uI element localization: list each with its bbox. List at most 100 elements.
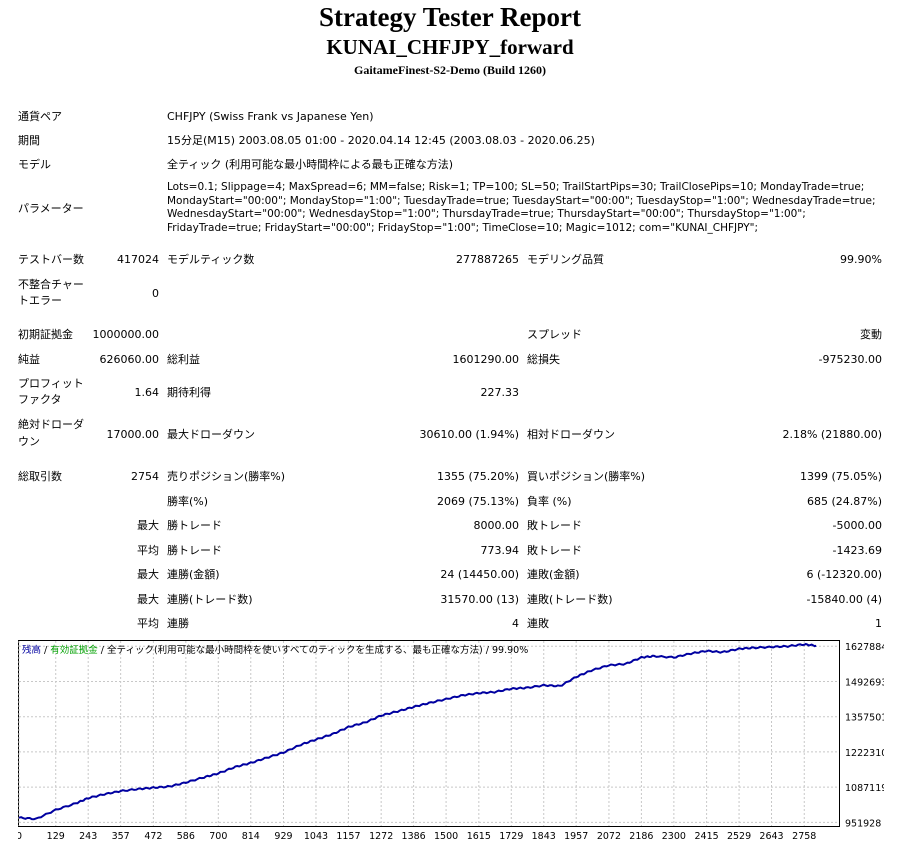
period-label: 期間 <box>18 134 40 147</box>
y-axis-ticks: 951928 1087119 1222310 1357501 1492693 162788… <box>845 642 887 829</box>
balance-chart: 0 129 243 357 472 586 700 814 929 1043 1157 1272 138… <box>16 640 887 854</box>
y-tick-label: 1492693 <box>845 677 884 688</box>
x-tick-label: 357 <box>112 831 130 842</box>
balance-chart-svg: 0 129 243 357 472 586 700 814 929 1043 1157 1272 138… <box>16 640 887 842</box>
x-tick-label: 2643 <box>759 831 783 842</box>
net-profit-value: 626060.00 <box>99 353 160 366</box>
legend-equity: 有効証拠金 <box>50 644 98 656</box>
bars-value: 417024 <box>117 253 159 266</box>
largest-profit-label: 勝トレード <box>167 519 222 532</box>
x-tick-label: 2758 <box>792 831 816 842</box>
net-profit-label: 純益 <box>18 353 40 366</box>
deposit-value: 1000000.00 <box>92 328 159 341</box>
mismatch-label-line1: 不整合チャー <box>18 278 84 291</box>
profit-factor-label-line2: ファクタ <box>18 393 62 406</box>
server-build: GaitameFinest-S2-Demo (Build 1260) <box>354 63 546 77</box>
expected-payoff-label: 期待利得 <box>167 386 211 399</box>
abs-drawdown-value: 17000.00 <box>106 428 160 441</box>
x-tick-label: 1843 <box>532 831 556 842</box>
model-value: 全ティック (利用可能な最小時間枠による最も正確な方法) <box>167 158 454 171</box>
max-consec-profit-label: 連勝(トレード数) <box>167 593 253 606</box>
grid-lines <box>18 641 839 826</box>
x-tick-label: 1500 <box>434 831 458 842</box>
avg-label-1: 平均 <box>137 544 159 557</box>
avg-consec-wins-label: 連勝 <box>167 617 189 630</box>
avg-loss-value: -1423.69 <box>832 544 882 557</box>
abs-drawdown-label-line1: 絶対ドローダ <box>18 418 84 431</box>
avg-profit-value: 773.94 <box>480 544 520 557</box>
quality-value: 99.90% <box>840 253 882 266</box>
long-positions-label: 買いポジション(勝率%) <box>527 470 646 483</box>
mismatch-label-line2: トエラー <box>18 294 62 307</box>
max-consec-profit-value: 31570.00 (13) <box>440 593 519 606</box>
largest-profit-value: 8000.00 <box>473 519 520 532</box>
quality-label: モデリング品質 <box>527 253 604 266</box>
short-positions-value: 1355 (75.20%) <box>436 470 519 483</box>
x-tick-label: 814 <box>242 831 260 842</box>
profit-factor-value: 1.64 <box>134 386 160 399</box>
spread-value: 変動 <box>860 328 882 341</box>
x-tick-label: 0 <box>18 831 22 842</box>
max-consec-loss-value: -15840.00 (4) <box>806 593 882 606</box>
y-tick-label: 1087119 <box>845 783 884 794</box>
avg-consec-wins-value: 4 <box>512 617 519 630</box>
symbol-value: CHFJPY (Swiss Frank vs Japanese Yen) <box>167 110 374 123</box>
legend-balance: 残高 <box>22 644 41 656</box>
x-tick-label: 2300 <box>662 831 686 842</box>
params-label: パラメーター <box>18 202 84 215</box>
bars-label: テストバー数 <box>18 253 84 266</box>
max-drawdown-label: 最大ドローダウン <box>167 428 255 441</box>
x-tick-label: 2186 <box>629 831 653 842</box>
y-tick-label: 1222310 <box>845 748 884 759</box>
rel-drawdown-value: 2.18% (21880.00) <box>782 428 882 441</box>
win-rate-label: 勝率(%) <box>167 495 209 508</box>
deposit-label: 初期証拠金 <box>18 328 73 341</box>
long-positions-value: 1399 (75.05%) <box>799 470 882 483</box>
period-value: 15分足(M15) 2003.08.05 01:00 - 2020.04.14 … <box>167 134 595 147</box>
x-tick-label: 1043 <box>304 831 328 842</box>
loss-rate-label: 負率 (%) <box>527 495 572 508</box>
y-tick-label: 1357501 <box>845 713 884 724</box>
x-tick-label: 700 <box>209 831 227 842</box>
max-label-2: 最大 <box>137 568 159 581</box>
max-label-1: 最大 <box>137 519 159 532</box>
ticks-label: モデルティック数 <box>167 253 255 266</box>
expected-payoff-value: 227.33 <box>480 386 520 399</box>
y-tick-label: 951928 <box>845 818 881 829</box>
total-trades-value: 2754 <box>131 470 159 483</box>
max-consec-losses-label: 連敗(金額) <box>527 568 580 581</box>
avg-consec-losses-value: 1 <box>875 617 882 630</box>
x-tick-label: 1386 <box>402 831 426 842</box>
gross-loss-value: -975230.00 <box>818 353 882 366</box>
symbol-label: 通貨ペア <box>18 110 62 123</box>
short-positions-label: 売りポジション(勝率%) <box>167 470 286 483</box>
avg-profit-label: 勝トレード <box>167 544 222 557</box>
x-tick-label: 129 <box>47 831 65 842</box>
win-rate-value: 2069 (75.13%) <box>436 495 519 508</box>
max-consec-losses-value: 6 (-12320.00) <box>806 568 882 581</box>
x-tick-label: 929 <box>274 831 292 842</box>
x-tick-label: 1957 <box>564 831 588 842</box>
balance-line <box>18 642 817 821</box>
loss-rate-value: 685 (24.87%) <box>806 495 882 508</box>
legend-sep-2: / <box>98 645 107 656</box>
largest-loss-value: -5000.00 <box>832 519 882 532</box>
params-value: Lots=0.1; Slippage=4; MaxSpread=6; MM=fa… <box>167 181 876 234</box>
ea-name: KUNAI_CHFJPY_forward <box>326 35 574 59</box>
x-tick-label: 1272 <box>369 831 393 842</box>
x-tick-label: 2072 <box>597 831 621 842</box>
ticks-value: 277887265 <box>456 253 519 266</box>
mismatch-value: 0 <box>152 287 159 300</box>
legend-model: 全ティック(利用可能な最小時間枠を使いすべてのティックを生成する、最も正確な方法… <box>107 644 483 656</box>
x-tick-label: 243 <box>79 831 97 842</box>
max-consec-wins-label: 連勝(金額) <box>167 568 220 581</box>
rel-drawdown-label: 相対ドローダウン <box>527 428 615 441</box>
x-axis-ticks: 0 129 243 357 472 586 700 814 929 1043 1157 1272 138… <box>16 831 816 842</box>
x-tick-label: 1157 <box>336 831 360 842</box>
x-tick-label: 472 <box>144 831 162 842</box>
chart-legend: 残高 / 有効証拠金 / 全ティック(利用可能な最小時間枠を使いすべてのティック… <box>22 644 528 656</box>
x-tick-label: 2415 <box>695 831 719 842</box>
abs-drawdown-label-line2: ウン <box>18 435 40 448</box>
max-label-3: 最大 <box>137 593 159 606</box>
gross-loss-label: 総損失 <box>527 353 560 366</box>
